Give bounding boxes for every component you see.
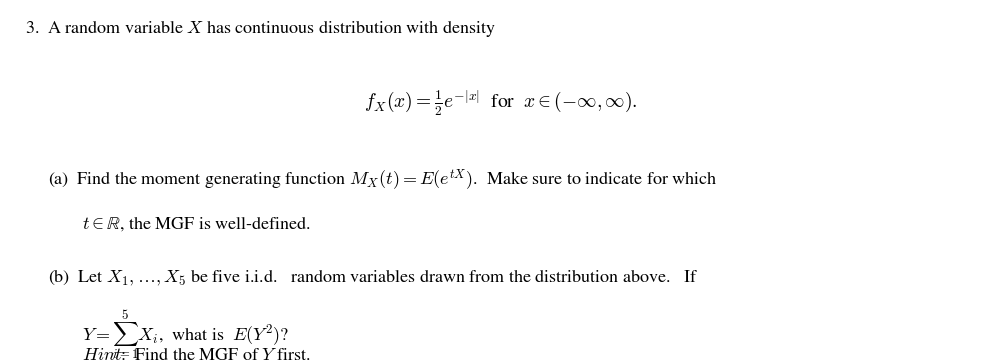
Text: $Y = \sum_{i=1}^{5} X_i$,  what is  $E(Y^2)$?: $Y = \sum_{i=1}^{5} X_i$, what is $E(Y^2… — [82, 308, 289, 360]
Text: 3.  A random variable $X$ has continuous distribution with density: 3. A random variable $X$ has continuous … — [25, 18, 495, 39]
Text: $f_X(x) = \frac{1}{2}e^{-|x|}$  for  $x \in (-\infty, \infty).$: $f_X(x) = \frac{1}{2}e^{-|x|}$ for $x \i… — [363, 88, 638, 118]
Text: $\it{Hint}$:  Find the MGF of $Y$ first.: $\it{Hint}$: Find the MGF of $Y$ first. — [82, 347, 311, 360]
Text: (a)  Find the moment generating function $M_X(t) = E(e^{tX})$.  Make sure to ind: (a) Find the moment generating function … — [48, 167, 718, 193]
Text: $t \in \mathbb{R}$, the MGF is well-defined.: $t \in \mathbb{R}$, the MGF is well-defi… — [82, 214, 311, 233]
Text: (b)  Let $X_1, \ldots, X_5$ be five i.i.d.   random variables drawn from the dis: (b) Let $X_1, \ldots, X_5$ be five i.i.d… — [48, 268, 698, 288]
